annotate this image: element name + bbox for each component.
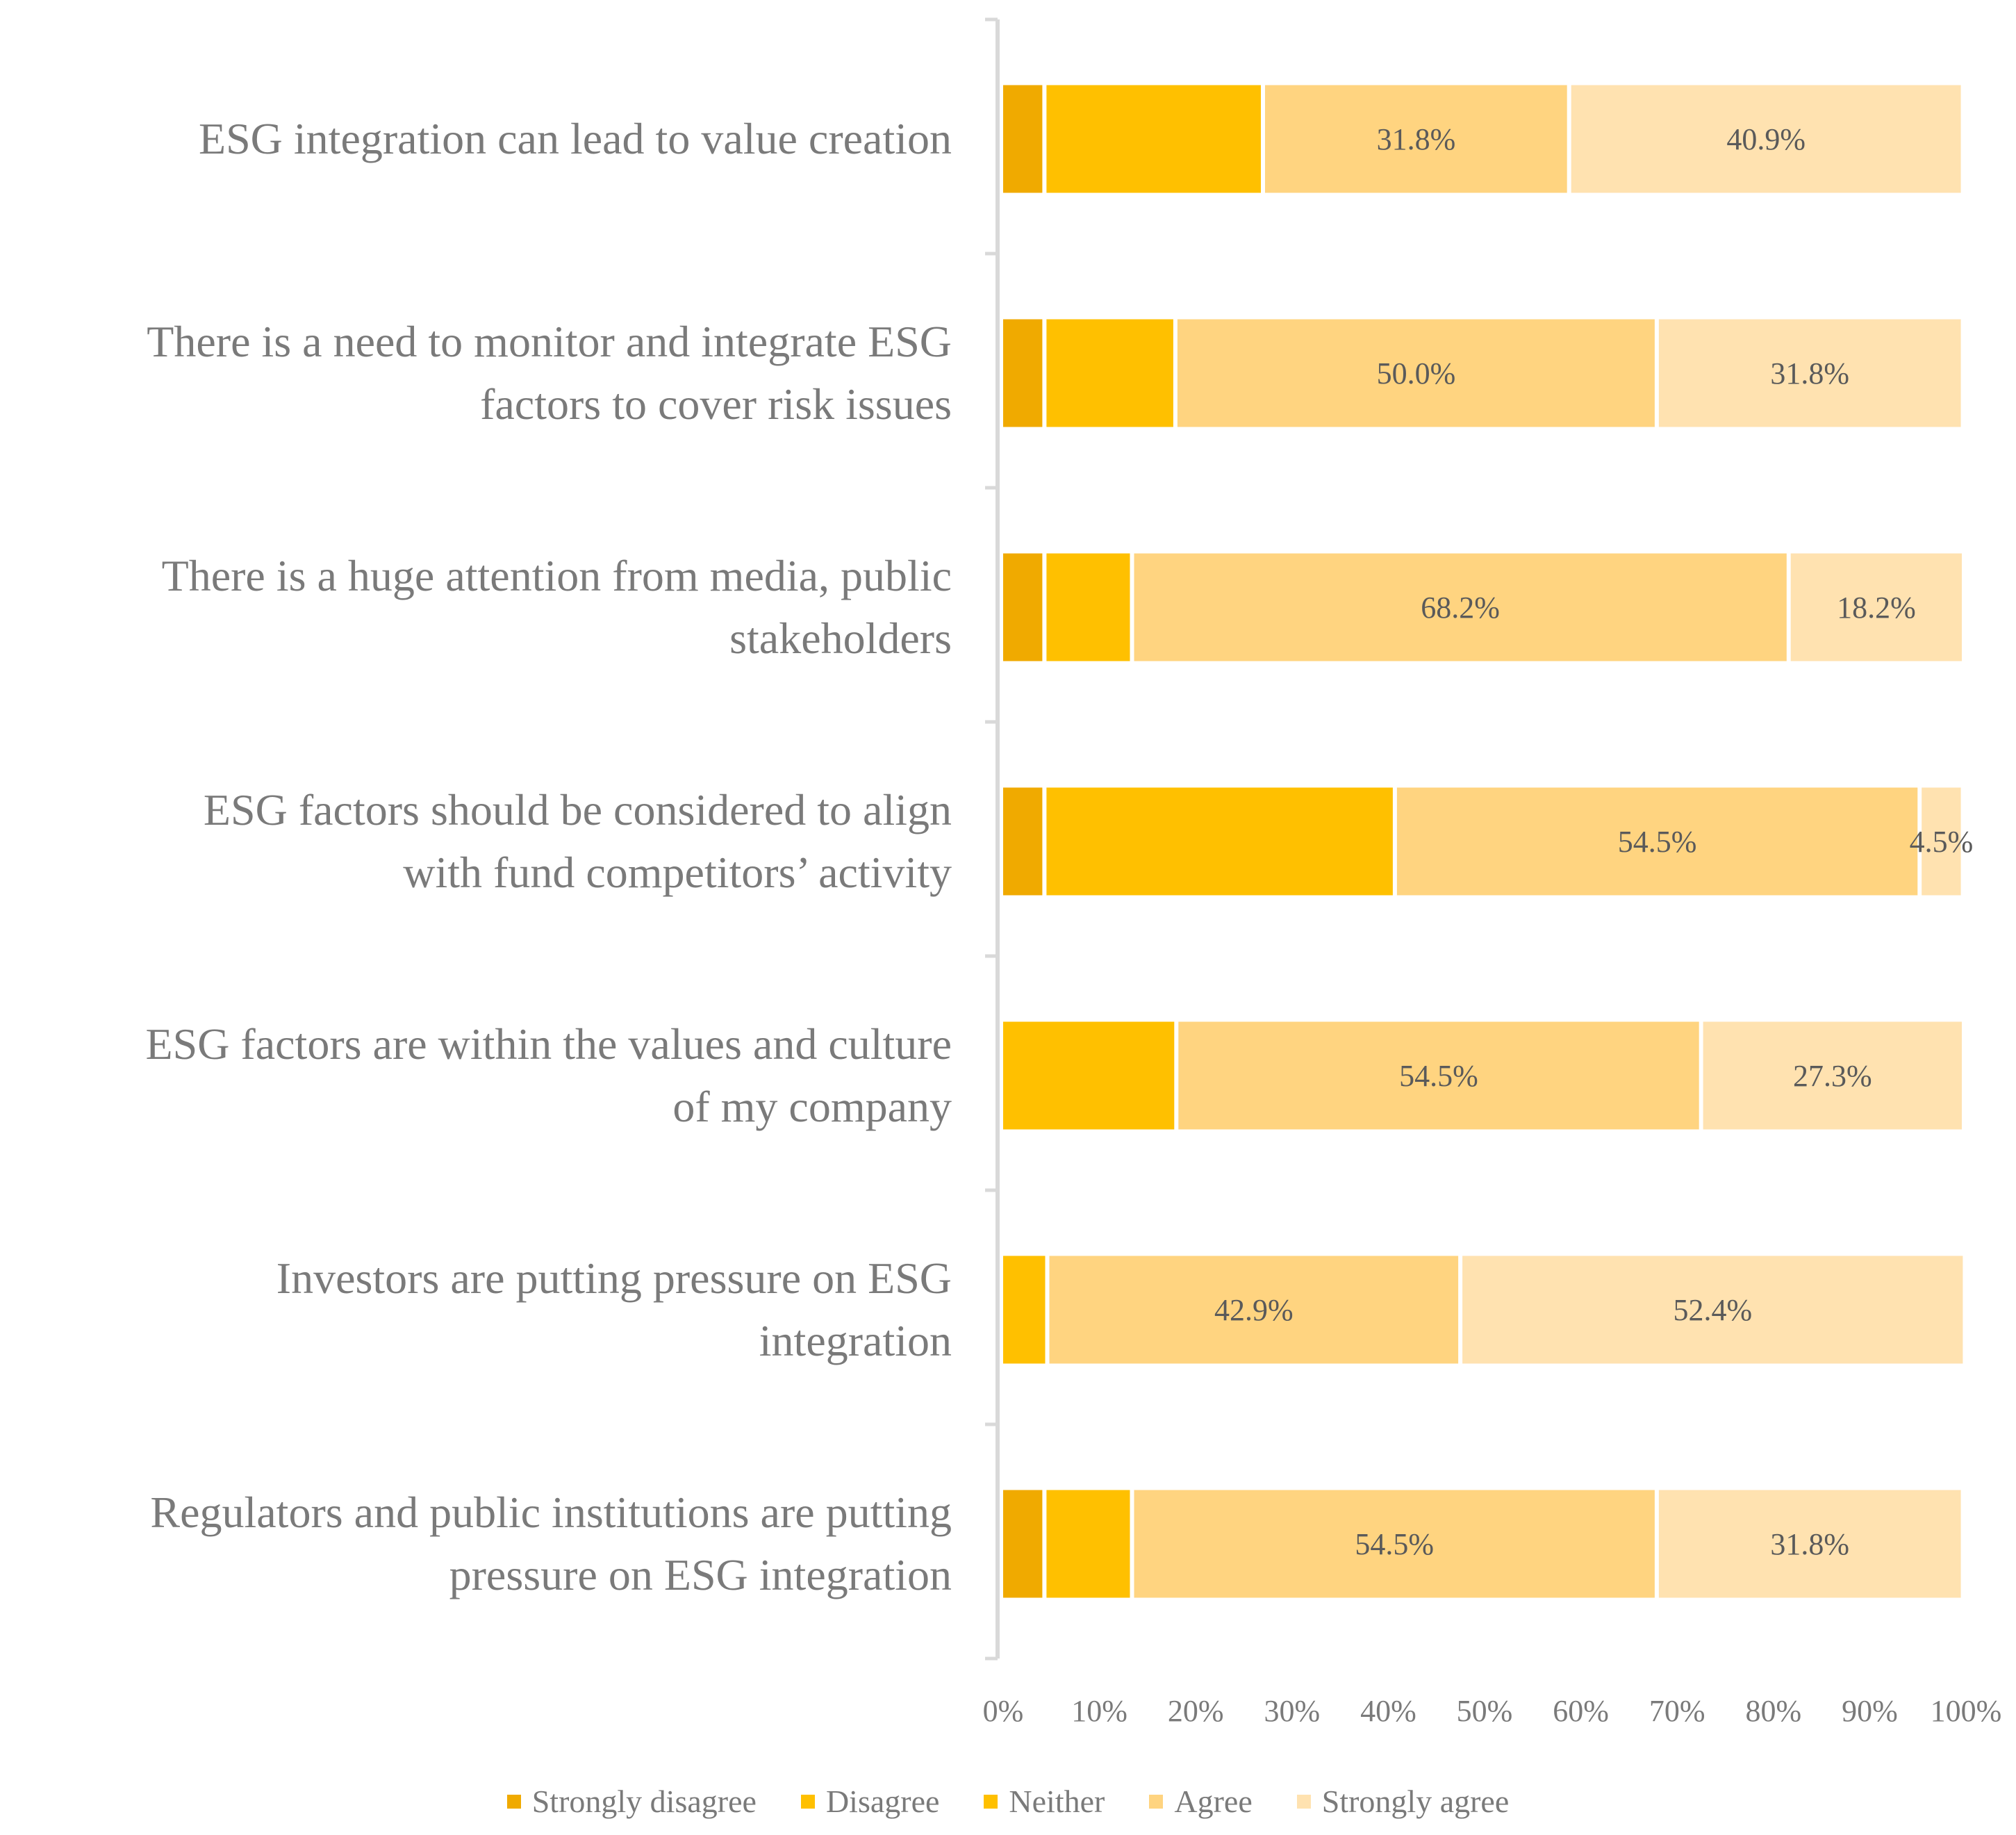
- legend-item: Neither: [984, 1783, 1105, 1820]
- bar-strongly-agree: [1790, 553, 1962, 661]
- bar-neither: [1046, 787, 1393, 896]
- data-label: 54.5%: [1618, 825, 1697, 859]
- x-tick-label: 30%: [1264, 1694, 1320, 1728]
- data-label: 54.5%: [1399, 1059, 1478, 1093]
- legend-item: Strongly agree: [1296, 1783, 1510, 1820]
- legend-swatch: [800, 1794, 815, 1809]
- bar-strongly-agree: [1658, 1490, 1961, 1598]
- bar-agree: [1134, 1490, 1655, 1598]
- x-tick-label: 50%: [1457, 1694, 1513, 1728]
- bar-strongly-disagree: [1003, 319, 1043, 427]
- bar-neither: [1046, 1490, 1130, 1598]
- category-label: There is a huge attention from media, pu…: [0, 545, 952, 670]
- axis-layer: [985, 17, 1000, 1661]
- bar-agree: [1265, 85, 1567, 193]
- category-label-line: factors to cover risk issues: [480, 379, 952, 429]
- bar-strongly-agree: [1922, 787, 1961, 896]
- category-label-line: ESG integration can lead to value creati…: [198, 114, 952, 163]
- bar-neither: [1046, 319, 1173, 427]
- x-tick-label: 80%: [1745, 1694, 1801, 1728]
- category-label-line: pressure on ESG integration: [449, 1550, 952, 1599]
- legend-item: Agree: [1149, 1783, 1253, 1820]
- x-tick-label: 90%: [1842, 1694, 1898, 1728]
- bar-strongly-disagree: [1003, 1490, 1043, 1598]
- legend-item: Disagree: [800, 1783, 940, 1820]
- bar-agree: [1177, 319, 1655, 427]
- bar-neither: [1003, 1021, 1175, 1130]
- legend-label: Strongly disagree: [531, 1784, 757, 1819]
- category-label-line: Investors are putting pressure on ESG: [276, 1253, 952, 1303]
- data-label: 68.2%: [1421, 591, 1500, 625]
- category-label-line: ESG factors are within the values and cu…: [145, 1019, 952, 1069]
- legend-swatch: [1296, 1794, 1311, 1809]
- bar-agree: [1178, 1021, 1699, 1130]
- legend-swatch: [1149, 1794, 1164, 1809]
- data-label: 42.9%: [1214, 1293, 1294, 1327]
- data-label: 31.8%: [1377, 122, 1456, 156]
- bar-agree: [1396, 787, 1918, 896]
- category-label-line: of my company: [672, 1082, 952, 1131]
- x-tick-label: 60%: [1553, 1694, 1609, 1728]
- data-label: 18.2%: [1837, 591, 1916, 625]
- data-label: 52.4%: [1673, 1293, 1752, 1327]
- chart-legend: Strongly disagree Disagree Neither Agree Str…: [0, 1783, 2016, 1820]
- bar-agree: [1049, 1256, 1459, 1364]
- category-label-line: Regulators and public institutions are p…: [150, 1488, 952, 1537]
- x-tick-labels: 0% 10% 20% 30% 40% 50% 60% 70% 80% 90% 100%: [983, 1694, 2002, 1728]
- category-label-line: integration: [759, 1316, 952, 1365]
- category-label-line: stakeholders: [729, 614, 952, 663]
- bar-strongly-agree: [1658, 319, 1961, 427]
- x-tick-label: 100%: [1931, 1694, 2002, 1728]
- bar-strongly-disagree: [1003, 553, 1043, 661]
- category-label-line: with fund competitors’ activity: [403, 848, 952, 897]
- bar-strongly-agree: [1462, 1256, 1963, 1364]
- bar-strongly-agree: [1703, 1021, 1962, 1130]
- bars-layer: [1003, 85, 1963, 1598]
- bar-strongly-disagree: [1003, 787, 1043, 896]
- legend-label: Disagree: [825, 1784, 940, 1819]
- legend-label: Strongly agree: [1321, 1784, 1510, 1819]
- data-label: 54.5%: [1355, 1527, 1434, 1561]
- x-tick-label: 40%: [1360, 1694, 1416, 1728]
- legend-item: Strongly disagree: [506, 1783, 757, 1820]
- x-tick-label: 20%: [1168, 1694, 1224, 1728]
- category-label-line: There is a need to monitor and integrate…: [147, 317, 952, 366]
- bar-neither: [1046, 85, 1261, 193]
- category-label: ESG factors should be considered to alig…: [0, 779, 952, 904]
- legend-label: Neither: [1009, 1784, 1105, 1819]
- bar-strongly-agree: [1571, 85, 1961, 193]
- bar-neither: [1003, 1256, 1046, 1364]
- data-label: 27.3%: [1793, 1059, 1872, 1093]
- x-tick-label: 10%: [1071, 1694, 1127, 1728]
- bar-strongly-disagree: [1003, 85, 1043, 193]
- category-label: ESG integration can lead to value creati…: [0, 108, 952, 170]
- legend-label: Agree: [1174, 1784, 1253, 1819]
- data-label: 50.0%: [1377, 356, 1456, 390]
- data-label: 31.8%: [1770, 1527, 1849, 1561]
- data-label: 4.5%: [1910, 825, 1974, 859]
- legend-swatch: [506, 1794, 521, 1809]
- legend-swatch: [984, 1794, 998, 1809]
- category-label: There is a need to monitor and integrate…: [0, 311, 952, 436]
- category-label-line: There is a huge attention from media, pu…: [161, 551, 952, 600]
- bar-neither: [1046, 553, 1130, 661]
- category-label: Investors are putting pressure on ESG int…: [0, 1247, 952, 1372]
- category-label: ESG factors are within the values and cu…: [0, 1013, 952, 1138]
- category-label-line: ESG factors should be considered to alig…: [203, 785, 952, 834]
- x-tick-label: 70%: [1649, 1694, 1705, 1728]
- category-label: Regulators and public institutions are p…: [0, 1481, 952, 1606]
- x-tick-label: 0%: [983, 1694, 1024, 1728]
- data-label: 31.8%: [1770, 356, 1849, 390]
- data-label: 40.9%: [1726, 122, 1806, 156]
- bar-agree: [1134, 553, 1787, 661]
- data-labels-layer: 31.8% 40.9% 50.0% 31.8% 68.2% 18.2% 54.5% 4.5% 5…: [1214, 122, 1973, 1561]
